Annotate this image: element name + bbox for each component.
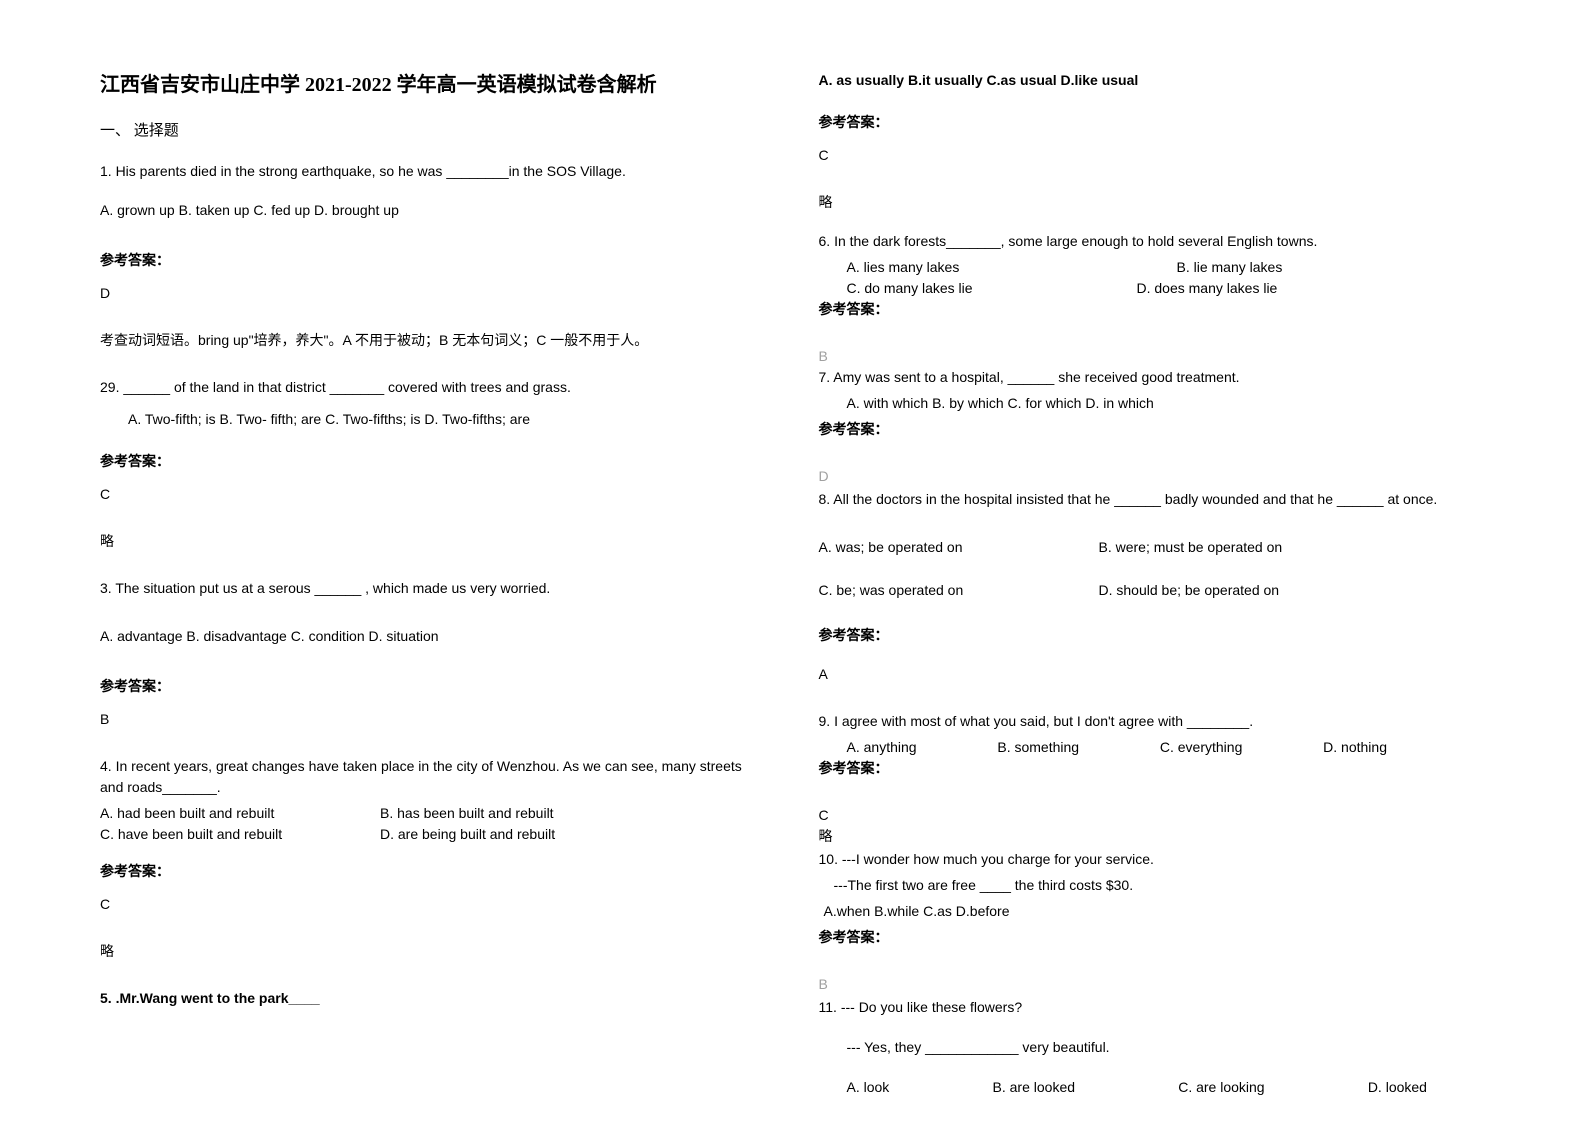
q10-answer: B	[819, 974, 1488, 995]
q3-answer-label: 参考答案：	[100, 676, 769, 697]
q11-optA: A. look	[847, 1077, 890, 1098]
q4-optA: A. had been built and rebuilt	[100, 803, 380, 824]
q9-optB: B. something	[997, 737, 1079, 758]
q4-opts-row2: C. have been built and rebuilt D. are be…	[100, 824, 769, 845]
question-1: 1. His parents died in the strong earthq…	[100, 161, 769, 182]
q8-optB: B. were; must be operated on	[1099, 537, 1283, 558]
q11-optC: C. are looking	[1178, 1077, 1264, 1098]
q6-optA: A. lies many lakes	[847, 257, 1177, 278]
q1-options: A. grown up B. taken up C. fed up D. bro…	[100, 200, 769, 221]
q4-text: 4. In recent years, great changes have t…	[100, 756, 769, 798]
q11-text2: --- Yes, they ____________ very beautifu…	[819, 1037, 1488, 1058]
q1-explain: 考查动词短语。bring up"培养，养大"。A 不用于被动；B 无本句词义；C…	[100, 330, 769, 351]
q4-optC: C. have been built and rebuilt	[100, 824, 380, 845]
q2-answer: C	[100, 484, 769, 505]
q5-text: 5. .Mr.Wang went to the park____	[100, 988, 769, 1009]
q5-answer-label: 参考答案：	[819, 112, 1488, 133]
q6-answer: B	[819, 346, 1488, 367]
q2-text: 29. ______ of the land in that district …	[100, 377, 769, 398]
q1-answer-label: 参考答案：	[100, 250, 769, 271]
q3-options: A. advantage B. disadvantage C. conditio…	[100, 626, 769, 647]
q9-optD: D. nothing	[1323, 737, 1387, 758]
q10-options: A.when B.while C.as D.before	[819, 901, 1488, 922]
q9-text: 9. I agree with most of what you said, b…	[819, 711, 1488, 732]
q11-optD: D. looked	[1368, 1077, 1427, 1098]
q6-optD: D. does many lakes lie	[1137, 278, 1278, 299]
q10-text2: ---The first two are free ____ the third…	[819, 875, 1488, 896]
q9-answer: C	[819, 805, 1488, 826]
q11-text1: 11. --- Do you like these flowers?	[819, 997, 1488, 1018]
section-header: 一、 选择题	[100, 120, 769, 143]
q8-text: 8. All the doctors in the hospital insis…	[819, 489, 1488, 510]
left-column: 江西省吉安市山庄中学 2021-2022 学年高一英语模拟试卷含解析 一、 选择…	[100, 70, 769, 1098]
q8-opts-row1: A. was; be operated on B. were; must be …	[819, 537, 1488, 558]
q9-options: A. anything B. something C. everything D…	[819, 737, 1488, 758]
q11-options: A. look B. are looked C. are looking D. …	[819, 1077, 1488, 1098]
q2-explain: 略	[100, 531, 769, 552]
q5-text-span: 5. .Mr.Wang went to the park____	[100, 990, 320, 1006]
q6-opts-row2: C. do many lakes lie D. does many lakes …	[819, 278, 1488, 299]
q4-optB: B. has been built and rebuilt	[380, 803, 554, 824]
q8-answer: A	[819, 664, 1488, 685]
q8-optA: A. was; be operated on	[819, 537, 1099, 558]
q5-explain: 略	[819, 192, 1488, 213]
q10-text1: 10. ---I wonder how much you charge for …	[819, 849, 1488, 870]
q6-answer-label: 参考答案：	[819, 299, 1488, 320]
q8-opts-row2: C. be; was operated on D. should be; be …	[819, 580, 1488, 601]
q7-answer-label: 参考答案：	[819, 419, 1488, 440]
q5-options: A. as usually B.it usually C.as usual D.…	[819, 70, 1488, 91]
q7-text: 7. Amy was sent to a hospital, ______ sh…	[819, 367, 1488, 388]
q5-answer: C	[819, 145, 1488, 166]
q4-answer: C	[100, 894, 769, 915]
q9-answer-label: 参考答案：	[819, 758, 1488, 779]
q6-optB: B. lie many lakes	[1177, 257, 1283, 278]
q2-answer-label: 参考答案：	[100, 451, 769, 472]
q8-optC: C. be; was operated on	[819, 580, 1099, 601]
q7-answer: D	[819, 466, 1488, 487]
q4-explain: 略	[100, 941, 769, 962]
q4-optD: D. are being built and rebuilt	[380, 824, 555, 845]
document-container: 江西省吉安市山庄中学 2021-2022 学年高一英语模拟试卷含解析 一、 选择…	[100, 70, 1487, 1098]
q3-answer: B	[100, 709, 769, 730]
q1-text: 1. His parents died in the strong earthq…	[100, 161, 769, 182]
document-title: 江西省吉安市山庄中学 2021-2022 学年高一英语模拟试卷含解析	[100, 70, 769, 100]
q9-explain: 略	[819, 826, 1488, 847]
q8-answer-label: 参考答案：	[819, 625, 1488, 646]
q7-options: A. with which B. by which C. for which D…	[819, 393, 1488, 414]
q3-text: 3. The situation put us at a serous ____…	[100, 578, 769, 599]
q4-opts-row1: A. had been built and rebuilt B. has bee…	[100, 803, 769, 824]
q10-answer-label: 参考答案：	[819, 927, 1488, 948]
q6-text: 6. In the dark forests_______, some larg…	[819, 231, 1488, 252]
q6-opts-row1: A. lies many lakes B. lie many lakes	[819, 257, 1488, 278]
q8-optD: D. should be; be operated on	[1099, 580, 1280, 601]
q9-optC: C. everything	[1160, 737, 1242, 758]
right-column: A. as usually B.it usually C.as usual D.…	[819, 70, 1488, 1098]
q1-answer: D	[100, 283, 769, 304]
q4-answer-label: 参考答案：	[100, 861, 769, 882]
q6-optC: C. do many lakes lie	[847, 278, 1137, 299]
q11-optB: B. are looked	[993, 1077, 1076, 1098]
q2-options: A. Two-fifth; is B. Two- fifth; are C. T…	[100, 409, 769, 430]
q9-optA: A. anything	[847, 737, 917, 758]
